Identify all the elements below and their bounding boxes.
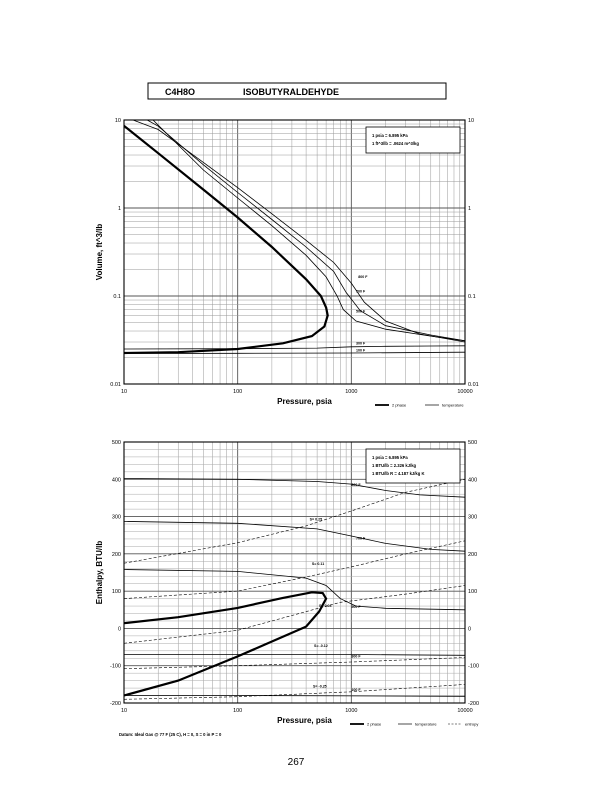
series-line-temperature-1 bbox=[124, 478, 465, 498]
series-line-temperature-1 bbox=[132, 120, 465, 343]
y-tick-label-left: 400 bbox=[112, 477, 121, 483]
conversion-note-line: 1 psia = 6.895 kPa bbox=[372, 133, 408, 138]
series-line-temperature-3 bbox=[152, 120, 465, 342]
y-tick-label-left: 1 bbox=[118, 206, 121, 212]
series-line-temperature-4 bbox=[124, 654, 465, 656]
legend-label: temperature bbox=[415, 722, 437, 727]
x-tick-label: 10000 bbox=[457, 708, 472, 714]
y-tick-label-left: -100 bbox=[110, 664, 121, 670]
y-axis-label: Volume, ft^3/lb bbox=[95, 224, 104, 281]
curve-label: 800 F bbox=[351, 483, 361, 487]
y-tick-label-right: 300 bbox=[468, 515, 477, 521]
y-tick-label-right: 0.1 bbox=[468, 294, 476, 300]
legend-label: 2 phase bbox=[367, 722, 382, 727]
enthalpy-chart: 800 F 700 F S= 0.25 S= 0.11 S= 0.04 500 F S= -… bbox=[95, 440, 479, 737]
page-number: 267 bbox=[288, 757, 305, 768]
y-tick-label-left: 10 bbox=[115, 118, 121, 124]
curve-label: 300 F bbox=[351, 655, 361, 659]
curve-label: S= 0.11 bbox=[312, 562, 324, 566]
datum-note: Datum: Ideal Gas @ 77 F (25 C), H = 0, S… bbox=[119, 732, 222, 737]
y-tick-label-left: 100 bbox=[112, 589, 121, 595]
x-tick-label: 1000 bbox=[345, 389, 357, 395]
y-tick-label-right: 400 bbox=[468, 477, 477, 483]
legend-label: 2 phase bbox=[392, 403, 407, 408]
series-line-temperature-5 bbox=[124, 695, 465, 697]
conversion-note-box bbox=[365, 448, 461, 484]
x-tick-label: 100 bbox=[233, 708, 242, 714]
compound-name: ISOBUTYRALDEHYDE bbox=[243, 87, 339, 97]
curve-label: S= -0.12 bbox=[314, 644, 328, 648]
y-tick-label-left: -200 bbox=[110, 701, 121, 707]
curve-label: 100 F bbox=[351, 688, 361, 692]
series-line-temperature-2 bbox=[147, 120, 465, 342]
grid bbox=[124, 120, 465, 384]
curve-label: S= 0.04 bbox=[319, 604, 332, 608]
y-tick-label-left: 0 bbox=[118, 626, 121, 632]
x-tick-label: 1000 bbox=[345, 708, 357, 714]
series-line-entropy-9 bbox=[124, 657, 465, 669]
curve-label: S= -0.25 bbox=[313, 684, 327, 688]
series-line-temperature-5 bbox=[124, 351, 465, 354]
series-line-temperature-3 bbox=[124, 569, 465, 611]
legend-label: temperature bbox=[442, 403, 464, 408]
plot-frame bbox=[123, 441, 466, 704]
series-line-entropy-6 bbox=[124, 479, 465, 564]
curve-label: 500 F bbox=[356, 309, 366, 313]
conversion-note-line: 1 BTU/lb = 2.326 kJ/kg bbox=[372, 463, 417, 468]
conversion-note-box bbox=[365, 126, 461, 154]
curve-label: 700 F bbox=[356, 289, 366, 293]
conversion-note-line: 1 BTU/lb R = 4.187 kJ/kg K bbox=[372, 471, 424, 476]
y-tick-label-right: 0 bbox=[468, 626, 471, 632]
series-group bbox=[124, 120, 465, 355]
series-line-entropy-8 bbox=[124, 585, 465, 644]
curve-label: 100 F bbox=[356, 348, 366, 352]
curve-label: 700 F bbox=[356, 537, 366, 541]
curve-label: S= 0.25 bbox=[310, 517, 323, 521]
compound-formula: C4H8O bbox=[165, 87, 195, 97]
y-tick-label-left: 0.01 bbox=[110, 382, 121, 388]
y-tick-label-left: 0.1 bbox=[113, 294, 121, 300]
x-tick-label: 10000 bbox=[457, 389, 472, 395]
y-tick-label-right: -100 bbox=[468, 664, 479, 670]
x-tick-label: 10 bbox=[121, 708, 127, 714]
curve-label: 500 F bbox=[351, 605, 361, 609]
curve-label: 800 F bbox=[358, 275, 368, 279]
series-line-2-phase-0 bbox=[124, 591, 328, 697]
x-axis-label: Pressure, psia bbox=[277, 716, 332, 725]
series-line-2-phase-0 bbox=[124, 124, 329, 355]
series-line-temperature-2 bbox=[124, 521, 465, 552]
x-axis-label: Pressure, psia bbox=[277, 397, 332, 406]
y-tick-label-right: 0.01 bbox=[468, 382, 479, 388]
y-tick-label-left: 500 bbox=[112, 440, 121, 446]
conversion-note-line: 1 ft^3/lb = .0624 m^3/kg bbox=[372, 141, 419, 146]
series-line-entropy-10 bbox=[124, 684, 465, 700]
series-group bbox=[124, 478, 465, 700]
y-tick-label-left: 200 bbox=[112, 552, 121, 558]
legend-label: entropy bbox=[465, 722, 478, 727]
y-tick-label-right: 200 bbox=[468, 552, 477, 558]
y-tick-label-right: -200 bbox=[468, 701, 479, 707]
series-line-temperature-4 bbox=[124, 345, 465, 350]
plot-frame bbox=[123, 119, 466, 385]
y-tick-label-left: 300 bbox=[112, 515, 121, 521]
conversion-note-line: 1 psia = 6.895 kPa bbox=[372, 455, 408, 460]
title-box: C4H8O ISOBUTYRALDEHYDE bbox=[147, 82, 447, 100]
y-tick-label-right: 100 bbox=[468, 589, 477, 595]
x-tick-label: 100 bbox=[233, 389, 242, 395]
series-line-entropy-7 bbox=[124, 540, 465, 599]
curve-label: 300 F bbox=[356, 342, 366, 346]
y-tick-label-right: 1 bbox=[468, 206, 471, 212]
y-tick-label-right: 10 bbox=[468, 118, 474, 124]
grid bbox=[124, 442, 465, 703]
y-tick-label-right: 500 bbox=[468, 440, 477, 446]
y-axis-label: Enthalpy, BTU/lb bbox=[95, 541, 104, 605]
x-tick-label: 10 bbox=[121, 389, 127, 395]
